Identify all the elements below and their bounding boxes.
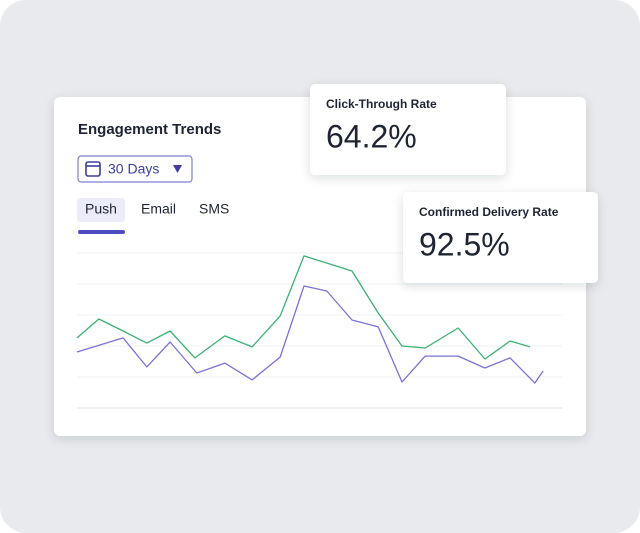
popover-label: Confirmed Delivery Rate (419, 205, 559, 219)
popover (310, 84, 506, 175)
popover-value: 92.5% (419, 226, 510, 262)
dropdown-label: 30 Days (108, 161, 159, 177)
dropdown-caret (173, 165, 182, 173)
tab[interactable]: SMS (199, 201, 229, 217)
tab[interactable]: Email (141, 201, 176, 217)
series-line (76, 285, 544, 384)
plot (76, 252, 562, 409)
series-line (76, 255, 531, 360)
dropdown-box[interactable] (77, 155, 193, 183)
popover-label: Click-Through Rate (326, 97, 437, 111)
tab[interactable]: Push (85, 201, 117, 217)
popover (403, 192, 598, 283)
active-tab-bg (77, 198, 125, 222)
popover-value: 64.2% (326, 118, 417, 154)
active-tab-underline (78, 230, 125, 234)
calendar-icon (85, 161, 101, 177)
card-title: Engagement Trends (78, 121, 221, 138)
dropdown[interactable]: 30 Days (77, 155, 193, 183)
